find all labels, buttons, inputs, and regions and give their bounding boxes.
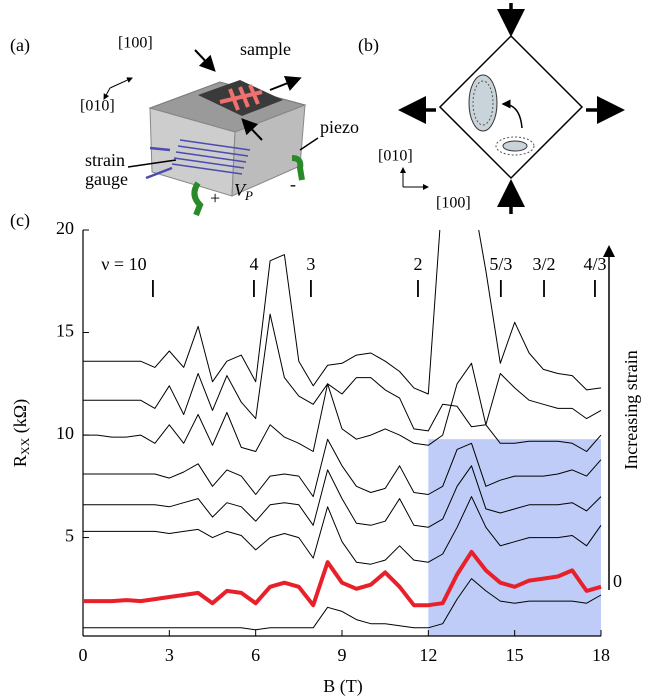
trace <box>83 362 602 452</box>
sample-pattern <box>219 84 263 111</box>
y-tick-label: 20 <box>56 218 74 238</box>
strain-gauge <box>145 139 251 180</box>
y-title-part: R <box>10 455 30 467</box>
filling-factor-label: 3 <box>306 254 315 274</box>
label: piezo <box>320 117 359 137</box>
force-arrow <box>194 49 216 72</box>
axis-label: [100] <box>436 195 471 212</box>
zero-label: 0 <box>613 571 622 591</box>
y-title-part: XX <box>18 437 32 455</box>
ellipse <box>472 80 494 126</box>
axis-arrow <box>103 87 111 100</box>
label: + <box>210 188 220 208</box>
axis-arrow <box>109 77 133 89</box>
filling-factor-label: ν = 10 <box>101 254 146 274</box>
wire <box>191 181 204 217</box>
x-tick-label: 6 <box>251 645 260 665</box>
filling-factor-label: 5/3 <box>489 254 512 274</box>
rotate-arrow <box>501 99 523 129</box>
label: strain <box>85 150 125 170</box>
trace <box>83 230 602 395</box>
x-tick-label: 3 <box>165 645 174 665</box>
trace <box>83 496 602 565</box>
ellipse <box>495 136 535 156</box>
y-axis-title: RXX (kΩ) <box>10 399 32 467</box>
y-tick-label: 15 <box>56 321 74 341</box>
x-tick-label: 15 <box>506 645 524 665</box>
label: gauge <box>85 169 128 189</box>
trace <box>83 549 602 608</box>
axis-label: [010] <box>80 98 115 115</box>
wire <box>291 155 305 181</box>
label: sample <box>240 39 291 59</box>
x-tick-label: 0 <box>79 645 88 665</box>
leader <box>127 159 177 168</box>
axis-label: [100] <box>118 35 153 52</box>
label: V <box>234 180 247 200</box>
panel-label: (a) <box>10 35 30 56</box>
label: - <box>290 174 296 194</box>
y-tick-label: 10 <box>56 423 74 443</box>
trace <box>83 578 602 631</box>
axis-label: [010] <box>378 148 413 165</box>
trace <box>83 438 602 498</box>
panel-a: (a) [100] [010] sample piezo strain gaug… <box>10 35 359 217</box>
filling-factor-label: 4/3 <box>583 254 606 274</box>
x-tick-label: 9 <box>338 645 347 665</box>
ellipse <box>502 140 528 152</box>
panel-label: (b) <box>358 35 379 56</box>
y-tick-label: 5 <box>65 526 74 546</box>
ellipse <box>468 74 498 132</box>
leader <box>299 137 319 151</box>
filling-factor-label: 3/2 <box>533 254 556 274</box>
label: P <box>244 188 253 203</box>
traces <box>83 230 602 631</box>
filling-factor-label: 4 <box>249 254 258 274</box>
trace <box>83 313 602 432</box>
force-arrow <box>241 118 263 141</box>
label: VP <box>234 180 253 203</box>
filling-factor-label: 2 <box>413 254 422 274</box>
panel-label: (c) <box>10 210 30 231</box>
force-arrows <box>398 3 625 214</box>
force-arrow <box>269 75 302 91</box>
x-axis-title: B (T) <box>323 676 363 697</box>
y-title-part: (kΩ) <box>10 399 31 438</box>
panel-b: (b) [010] [100] <box>358 3 625 214</box>
x-tick-label: 12 <box>419 645 437 665</box>
diamond <box>438 34 584 180</box>
plot: (c) B (T) RXX (kΩ) Increasing strain 0 0… <box>10 210 641 697</box>
trace <box>83 465 602 528</box>
strain-label: Increasing strain <box>621 350 641 469</box>
x-tick-label: 18 <box>592 645 610 665</box>
